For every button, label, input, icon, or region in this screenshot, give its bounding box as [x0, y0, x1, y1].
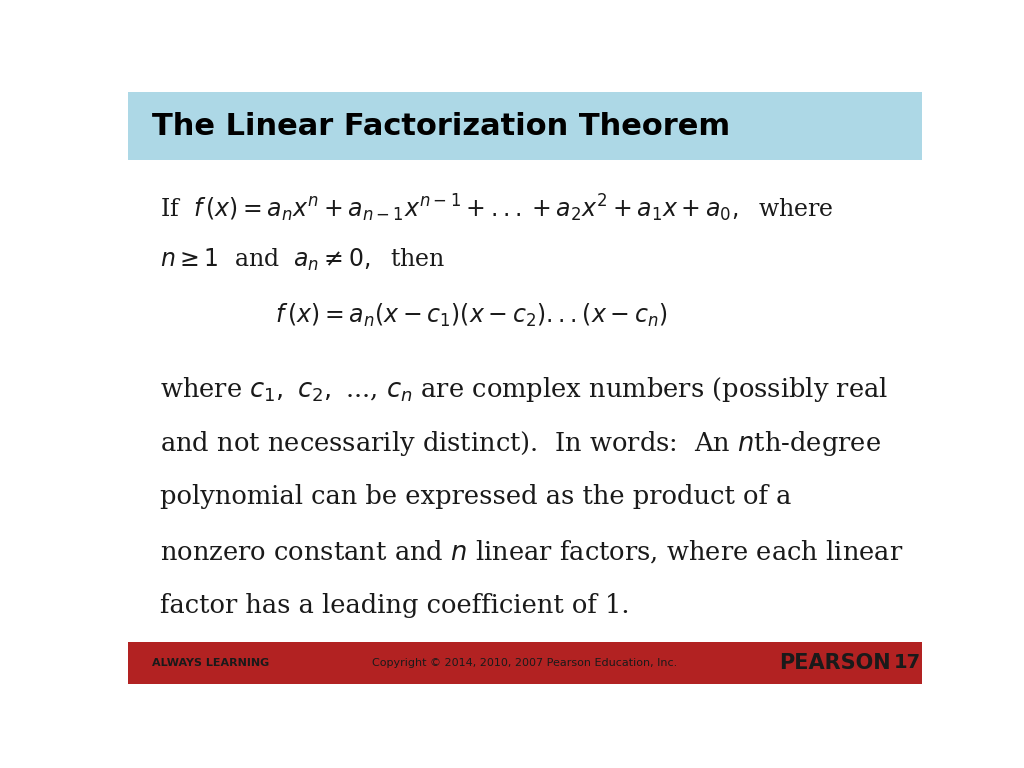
Text: ALWAYS LEARNING: ALWAYS LEARNING [152, 658, 269, 668]
FancyBboxPatch shape [128, 642, 922, 684]
Text: 17: 17 [894, 654, 921, 672]
Text: If  $f\,(x) = a_n x^n + a_{n-1}x^{n-1} + ... + a_2 x^2 + a_1 x + a_0,$  where: If $f\,(x) = a_n x^n + a_{n-1}x^{n-1} + … [160, 193, 834, 224]
Text: PEARSON: PEARSON [778, 653, 891, 673]
FancyBboxPatch shape [128, 92, 922, 161]
Text: $n \geq 1$  and  $a_n \neq 0,$  then: $n \geq 1$ and $a_n \neq 0,$ then [160, 247, 445, 273]
Text: The Linear Factorization Theorem: The Linear Factorization Theorem [152, 111, 730, 141]
Text: factor has a leading coefficient of 1.: factor has a leading coefficient of 1. [160, 593, 629, 617]
Text: polynomial can be expressed as the product of a: polynomial can be expressed as the produ… [160, 484, 792, 508]
Text: $f\,(x) = a_n(x - c_1)(x - c_2)...(x - c_n)$: $f\,(x) = a_n(x - c_1)(x - c_2)...(x - c… [274, 302, 667, 329]
Text: nonzero constant and $n$ linear factors, where each linear: nonzero constant and $n$ linear factors,… [160, 538, 903, 565]
Text: where $c_1,$ $c_2,$ ..., $c_n$ are complex numbers (possibly real: where $c_1,$ $c_2,$ ..., $c_n$ are compl… [160, 375, 888, 404]
Text: and not necessarily distinct).  In words:  An $n$th-degree: and not necessarily distinct). In words:… [160, 429, 881, 458]
Text: Copyright © 2014, 2010, 2007 Pearson Education, Inc.: Copyright © 2014, 2010, 2007 Pearson Edu… [372, 658, 678, 668]
